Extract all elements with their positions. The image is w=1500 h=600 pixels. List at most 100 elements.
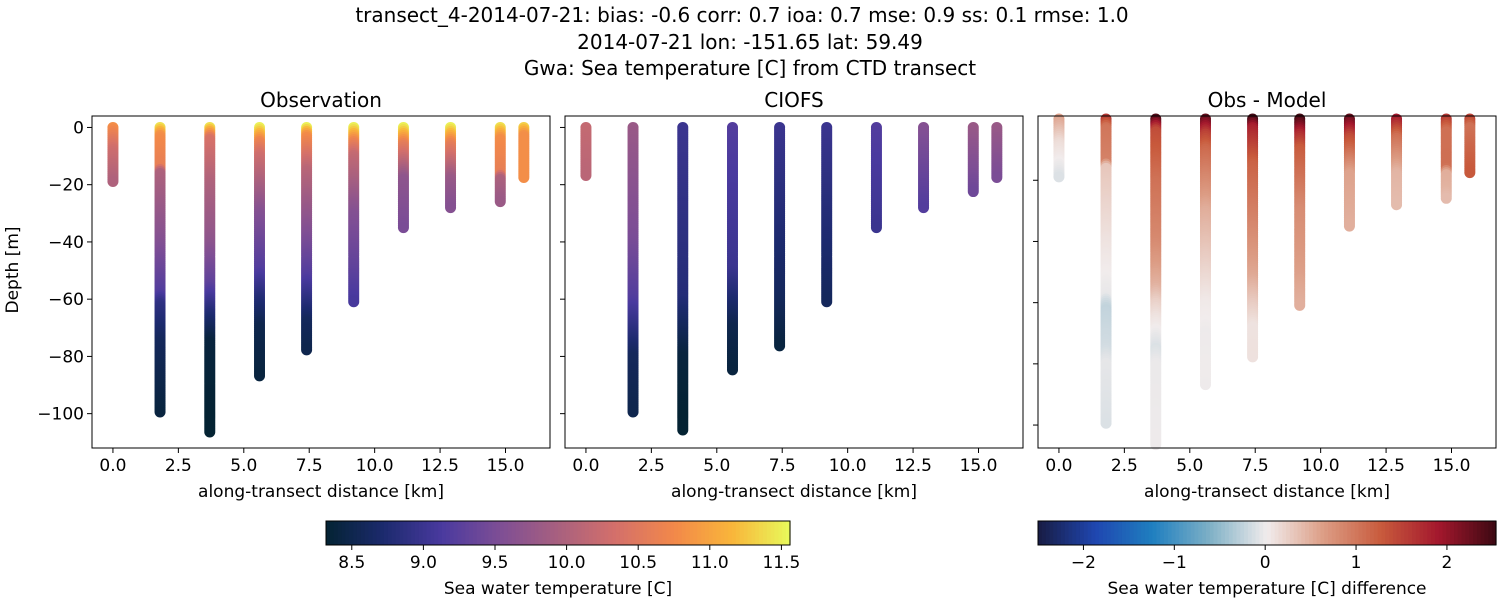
colorbar-segment bbox=[395, 521, 401, 545]
colorbar-segment bbox=[631, 521, 636, 545]
colorbar-segment bbox=[546, 521, 551, 545]
cast-3 bbox=[253, 121, 265, 382]
colorbar-segment bbox=[1255, 521, 1260, 545]
colorbar-segment bbox=[612, 521, 617, 545]
colorbar-segment bbox=[492, 521, 497, 545]
colorbar-segment bbox=[1236, 521, 1241, 545]
colorbar-segment bbox=[596, 521, 602, 545]
colorbar-segment bbox=[635, 521, 640, 545]
colorbar-segment bbox=[480, 521, 486, 545]
colorbar-segment bbox=[577, 521, 582, 545]
cast-9 bbox=[518, 121, 530, 184]
colorbar-segment bbox=[1278, 521, 1283, 545]
colorbar-segment bbox=[666, 521, 671, 545]
colorbar-segment bbox=[1194, 521, 1199, 545]
cast-point bbox=[204, 426, 216, 438]
x-tick-label: 5.0 bbox=[703, 456, 730, 476]
colorbar-segment bbox=[1400, 521, 1405, 545]
cast-7 bbox=[918, 121, 930, 214]
cast-point bbox=[518, 172, 530, 184]
colorbar-frame bbox=[325, 520, 791, 546]
colorbar-segment bbox=[677, 521, 683, 545]
colorbar-segment bbox=[1454, 521, 1459, 545]
colorbar-segment bbox=[1217, 521, 1222, 545]
colorbar-segment bbox=[1419, 521, 1425, 545]
colorbar-segment bbox=[1354, 521, 1360, 545]
colorbar-segment bbox=[1469, 521, 1474, 545]
colorbar-segment bbox=[739, 521, 745, 545]
colorbar-segment bbox=[1221, 521, 1226, 545]
colorbar-tick-label: 0 bbox=[1260, 553, 1271, 573]
x-tick-label: 12.5 bbox=[1367, 456, 1405, 476]
colorbar-segment bbox=[670, 521, 675, 545]
colorbar-segment bbox=[1476, 521, 1482, 545]
colorbar-segment bbox=[1068, 521, 1073, 545]
colorbar-segment bbox=[704, 521, 710, 545]
colorbar-segment bbox=[1320, 521, 1325, 545]
cast-point bbox=[726, 364, 738, 376]
colorbar-segment bbox=[488, 521, 493, 545]
x-tick-label: 0.0 bbox=[1045, 456, 1072, 476]
colorbar-segment bbox=[511, 521, 517, 545]
colorbar-segment bbox=[403, 521, 408, 545]
x-tick-label: 5.0 bbox=[1176, 456, 1203, 476]
colorbar-segment bbox=[747, 521, 752, 545]
colorbar-segment bbox=[693, 521, 698, 545]
cast-4 bbox=[774, 121, 786, 352]
colorbar-segment bbox=[1213, 521, 1218, 545]
colorbar-segment bbox=[1183, 521, 1188, 545]
colorbar-segment bbox=[600, 521, 605, 545]
colorbar-segment bbox=[674, 521, 679, 545]
colorbar-segment bbox=[1316, 521, 1322, 545]
colorbar-segment bbox=[503, 521, 509, 545]
cast-0 bbox=[107, 121, 119, 188]
colorbar-segment bbox=[1339, 521, 1344, 545]
cast-point bbox=[1150, 439, 1162, 451]
cast-3 bbox=[1199, 113, 1211, 391]
colorbar-segment bbox=[762, 521, 768, 545]
colorbar-segment bbox=[384, 521, 389, 545]
panel-2: 0.0 2.5 5.0 7.5 10.0 12.5 15.0 bbox=[1033, 113, 1497, 476]
cast-point bbox=[1391, 199, 1403, 211]
colorbar-segment bbox=[349, 521, 354, 545]
colorbar-segment bbox=[1091, 521, 1096, 545]
colorbar-1: −2 −1 0 1 2 bbox=[1037, 520, 1497, 573]
colorbar-segment bbox=[1259, 521, 1264, 545]
cast-point bbox=[580, 170, 592, 182]
colorbar-segment bbox=[457, 521, 462, 545]
cast-point bbox=[301, 344, 313, 356]
colorbar-segment bbox=[337, 521, 343, 545]
x-tick-label: 15.0 bbox=[1433, 456, 1471, 476]
cast-point bbox=[253, 370, 265, 382]
colorbar-segment bbox=[650, 521, 656, 545]
cast-8 bbox=[967, 121, 979, 198]
cast-5 bbox=[1294, 113, 1306, 311]
colorbar-segment bbox=[1350, 521, 1356, 545]
colorbar-segment bbox=[1049, 521, 1054, 545]
colorbar-segment bbox=[1144, 521, 1150, 545]
colorbar-segment bbox=[1163, 521, 1169, 545]
x-tick-label: 10.0 bbox=[829, 456, 867, 476]
x-axis-label-model: along-transect distance [km] bbox=[671, 482, 917, 502]
colorbar-segment bbox=[1244, 521, 1249, 545]
cast-2 bbox=[1150, 113, 1162, 451]
x-tick-label: 7.5 bbox=[769, 456, 796, 476]
colorbar-segment bbox=[608, 521, 613, 545]
colorbar-segment bbox=[786, 521, 791, 545]
colorbar-segment bbox=[356, 521, 362, 545]
colorbar-segment bbox=[445, 521, 451, 545]
colorbar-segment bbox=[1129, 521, 1135, 545]
colorbar-segment bbox=[689, 521, 694, 545]
colorbar-segment bbox=[465, 521, 470, 545]
colorbar-segment bbox=[1427, 521, 1432, 545]
cast-7 bbox=[1391, 113, 1403, 211]
cast-point bbox=[918, 202, 930, 214]
colorbar-tick-label: 9.0 bbox=[410, 553, 437, 573]
colorbar-segment bbox=[1198, 521, 1203, 545]
colorbar-segment bbox=[1362, 521, 1367, 545]
cast-9 bbox=[1464, 113, 1476, 179]
cast-point bbox=[494, 196, 506, 208]
cast-point bbox=[821, 296, 833, 308]
colorbar-segment bbox=[1377, 521, 1383, 545]
colorbar-segment bbox=[453, 521, 459, 545]
